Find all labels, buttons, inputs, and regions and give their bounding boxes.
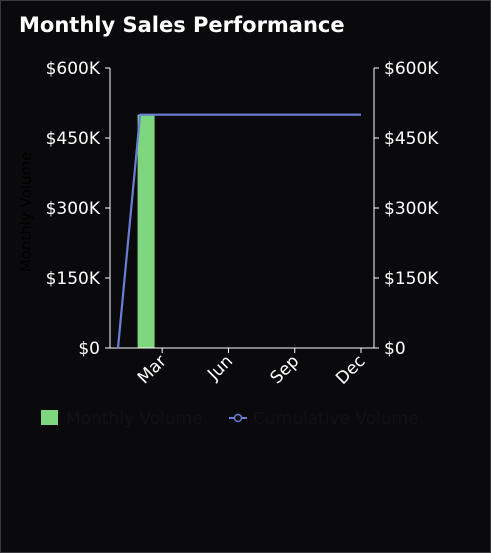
y-tick-label-right: $450K <box>384 129 439 149</box>
bar-feb <box>137 114 155 349</box>
y-tick-label-right: $300K <box>384 199 439 219</box>
legend-label-cumulative-volume: Cumulative Volume <box>253 409 419 429</box>
y-axis-label: Monthly Volume <box>17 152 35 273</box>
legend-swatch-monthly-volume <box>41 410 58 425</box>
chart-title: Monthly Sales Performance <box>19 13 345 37</box>
x-tick-label: Mar <box>134 351 171 388</box>
cumulative-line <box>116 113 361 349</box>
x-tick-label: Dec <box>332 351 369 388</box>
y-tick-label-left: $450K <box>46 129 101 149</box>
x-tick-label: Sep <box>266 351 303 388</box>
y-tick-label-left: $150K <box>46 269 101 289</box>
x-tick-label: Jun <box>203 351 237 385</box>
y-tick-label-left: $300K <box>46 199 101 219</box>
y-tick-label-right: $0 <box>384 339 406 359</box>
y-tick-label-right: $150K <box>384 269 439 289</box>
legend-label-monthly-volume: Monthly Volume <box>66 409 203 429</box>
legend-marker-cumulative-volume <box>233 413 243 423</box>
y-tick-label-left: $0 <box>78 339 100 359</box>
y-tick-label-left: $600K <box>46 59 101 79</box>
y-tick-label-right: $600K <box>384 59 439 79</box>
